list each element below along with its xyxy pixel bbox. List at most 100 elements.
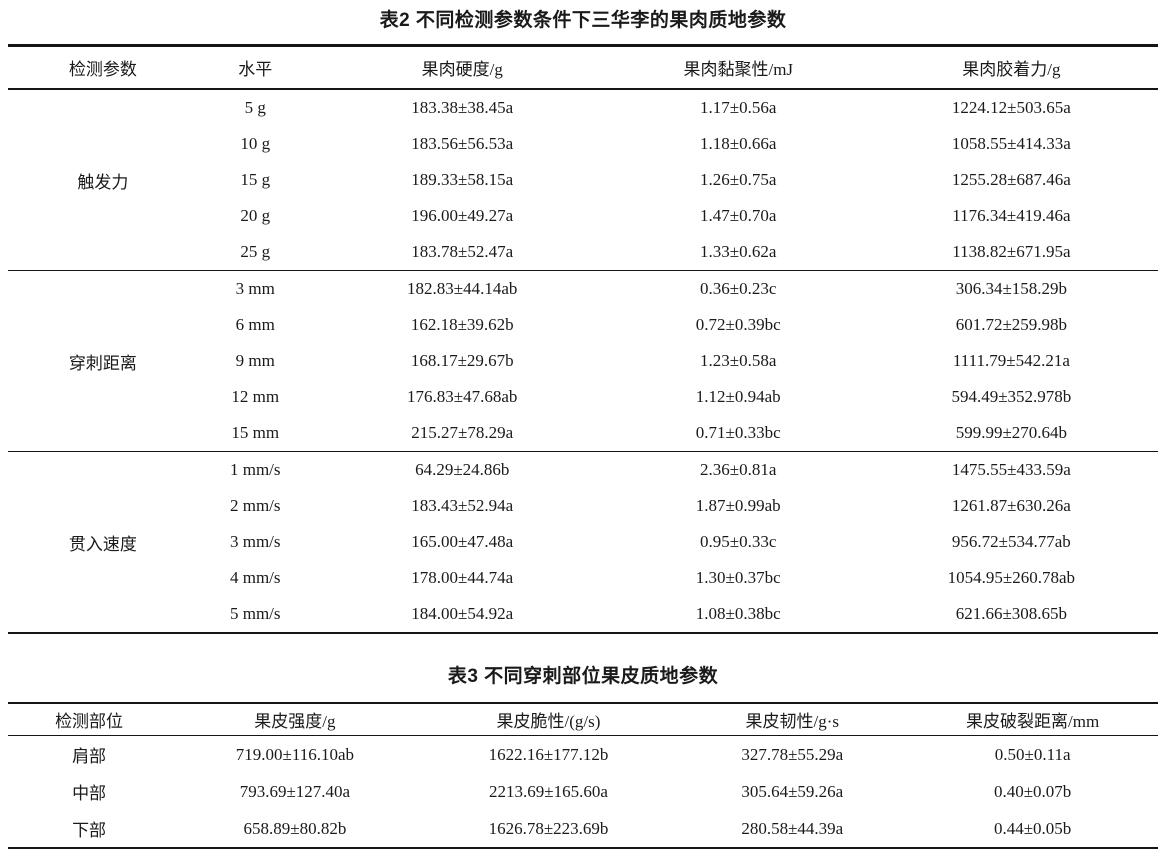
table3-body: 肩部 719.00±116.10ab 1622.16±177.12b 327.7… <box>8 736 1158 849</box>
cohesiveness-cell: 1.17±0.56a <box>700 98 777 117</box>
cohesiveness-cell: 0.72±0.39bc <box>695 315 781 334</box>
level-cell: 3 mm <box>235 279 275 298</box>
cohesiveness-cell: 1.26±0.75a <box>700 170 777 189</box>
hardness-cell: 64.29±24.86b <box>415 460 510 479</box>
hardness-cell: 196.00±49.27a <box>411 206 514 225</box>
cohesiveness-cell: 1.23±0.58a <box>700 351 777 370</box>
gumminess-cell: 956.72±534.77ab <box>951 532 1071 551</box>
table-row: 穿刺距离 3 mm 182.83±44.14ab 0.36±0.23c 306.… <box>8 271 1158 373</box>
table-row: 4 mm/s 178.00±44.74a 1.30±0.37bc 1054.95… <box>8 560 1158 596</box>
level-cell: 6 mm <box>235 315 275 334</box>
level-cell: 5 mm/s <box>229 604 281 623</box>
position-cell: 中部 <box>72 784 107 803</box>
cohesiveness-cell: 1.18±0.66a <box>700 134 777 153</box>
table2: 检测参数 水平 果肉硬度/g 果肉黏聚性/mJ 果肉胶着力/g 触发力 5 g … <box>8 44 1158 634</box>
cohesiveness-cell: 1.87±0.99ab <box>695 496 781 515</box>
cohesiveness-cell: 1.33±0.62a <box>700 242 777 261</box>
level-cell: 4 mm/s <box>229 568 281 587</box>
cohesiveness-cell: 1.08±0.38bc <box>695 604 781 623</box>
cohesiveness-cell: 1.12±0.94ab <box>695 387 781 406</box>
table3-title: 表3 不同穿刺部位果皮质地参数 <box>447 666 719 687</box>
hardness-cell: 168.17±29.67b <box>410 351 514 370</box>
brittleness-cell: 1622.16±177.12b <box>488 744 609 764</box>
gumminess-cell: 1475.55±433.59a <box>951 460 1071 479</box>
table-row: 9 mm 168.17±29.67b 1.23±0.58a 1111.79±54… <box>8 343 1158 379</box>
position-cell: 下部 <box>72 821 107 840</box>
level-cell: 10 g <box>240 134 271 153</box>
column-header-parameter: 检测参数 <box>8 45 198 90</box>
gumminess-cell: 1111.79±542.21a <box>952 351 1070 370</box>
cohesiveness-cell: 0.71±0.33bc <box>695 423 781 442</box>
level-cell: 9 mm <box>235 351 275 370</box>
hardness-cell: 162.18±39.62b <box>410 315 514 334</box>
gumminess-cell: 1058.55±414.33a <box>951 134 1071 153</box>
table-row: 6 mm 162.18±39.62b 0.72±0.39bc 601.72±25… <box>8 307 1158 343</box>
hardness-cell: 178.00±44.74a <box>411 568 514 587</box>
table-row: 15 g 189.33±58.15a 1.26±0.75a 1255.28±68… <box>8 162 1158 198</box>
column-header-strength: 果皮强度/g <box>170 703 420 736</box>
column-header-cohesiveness: 果肉黏聚性/mJ <box>611 45 865 90</box>
position-cell: 肩部 <box>72 747 107 766</box>
strength-cell: 719.00±116.10ab <box>235 744 355 764</box>
table2-title: 表2 不同检测参数条件下三华李的果肉质地参数 <box>379 10 787 31</box>
toughness-cell: 327.78±55.29a <box>741 744 844 764</box>
gumminess-cell: 1224.12±503.65a <box>951 98 1071 117</box>
table-row: 25 g 183.78±52.47a 1.33±0.62a 1138.82±67… <box>8 234 1158 271</box>
table-row: 15 mm 215.27±78.29a 0.71±0.33bc 599.99±2… <box>8 415 1158 452</box>
cohesiveness-cell: 0.95±0.33c <box>700 532 777 551</box>
table2-group-puncture-distance: 穿刺距离 3 mm 182.83±44.14ab 0.36±0.23c 306.… <box>8 270 1158 452</box>
table-row: 10 g 183.56±56.53a 1.18±0.66a 1058.55±41… <box>8 126 1158 162</box>
cohesiveness-cell: 1.30±0.37bc <box>695 568 781 587</box>
gumminess-cell: 1255.28±687.46a <box>951 170 1071 189</box>
column-header-position: 检测部位 <box>8 703 171 736</box>
level-cell: 15 g <box>240 170 271 189</box>
gumminess-cell: 306.34±158.29b <box>955 279 1068 298</box>
strength-cell: 793.69±127.40a <box>239 781 351 801</box>
table-row: 中部 793.69±127.40a 2213.69±165.60a 305.64… <box>8 773 1158 810</box>
table-row: 肩部 719.00±116.10ab 1622.16±177.12b 327.7… <box>8 736 1158 774</box>
table-row: 12 mm 176.83±47.68ab 1.12±0.94ab 594.49±… <box>8 379 1158 415</box>
rupture-distance-cell: 0.44±0.05b <box>993 818 1072 838</box>
cohesiveness-cell: 2.36±0.81a <box>700 460 777 479</box>
cohesiveness-cell: 0.36±0.23c <box>700 279 777 298</box>
table-header-row: 检测参数 水平 果肉硬度/g 果肉黏聚性/mJ 果肉胶着力/g <box>8 45 1158 90</box>
hardness-cell: 184.00±54.92a <box>411 604 514 623</box>
column-header-toughness: 果皮韧性/g·s <box>677 703 908 736</box>
table2-header: 检测参数 水平 果肉硬度/g 果肉黏聚性/mJ 果肉胶着力/g <box>8 45 1158 90</box>
level-cell: 2 mm/s <box>229 496 281 515</box>
hardness-cell: 183.56±56.53a <box>411 134 514 153</box>
rupture-distance-cell: 0.50±0.11a <box>994 744 1071 764</box>
column-header-rupture-distance: 果皮破裂距离/mm <box>907 703 1158 736</box>
level-cell: 5 g <box>244 98 266 117</box>
toughness-cell: 305.64±59.26a <box>741 781 844 801</box>
table-row: 贯入速度 1 mm/s 64.29±24.86b 2.36±0.81a 1475… <box>8 452 1158 554</box>
table2-group-trigger-force: 触发力 5 g 183.38±38.45a 1.17±0.56a 1224.12… <box>8 89 1158 271</box>
table2-group-penetration-speed: 贯入速度 1 mm/s 64.29±24.86b 2.36±0.81a 1475… <box>8 451 1158 634</box>
table-row: 触发力 5 g 183.38±38.45a 1.17±0.56a 1224.12… <box>8 89 1158 192</box>
hardness-cell: 215.27±78.29a <box>411 423 514 442</box>
hardness-cell: 183.78±52.47a <box>411 242 514 261</box>
column-header-brittleness: 果皮脆性/(g/s) <box>419 703 678 736</box>
hardness-cell: 165.00±47.48a <box>411 532 514 551</box>
group-label-cell: 穿刺距离 <box>68 353 137 373</box>
hardness-cell: 176.83±47.68ab <box>407 387 518 406</box>
table3-header: 检测部位 果皮强度/g 果皮脆性/(g/s) 果皮韧性/g·s 果皮破裂距离/m… <box>8 703 1158 736</box>
gumminess-cell: 1054.95±260.78ab <box>947 568 1076 587</box>
column-header-hardness: 果肉硬度/g <box>312 45 612 90</box>
strength-cell: 658.89±80.82b <box>243 818 347 838</box>
table3: 检测部位 果皮强度/g 果皮脆性/(g/s) 果皮韧性/g·s 果皮破裂距离/m… <box>8 702 1158 849</box>
level-cell: 25 g <box>240 242 271 261</box>
column-header-level: 水平 <box>197 45 313 90</box>
rupture-distance-cell: 0.40±0.07b <box>993 781 1072 801</box>
table-header-row: 检测部位 果皮强度/g 果皮脆性/(g/s) 果皮韧性/g·s 果皮破裂距离/m… <box>8 703 1158 736</box>
table-row: 20 g 196.00±49.27a 1.47±0.70a 1176.34±41… <box>8 198 1158 234</box>
gumminess-cell: 594.49±352.978b <box>951 387 1072 406</box>
level-cell: 12 mm <box>231 387 280 406</box>
level-cell: 1 mm/s <box>229 460 281 479</box>
group-label-cell: 贯入速度 <box>68 534 137 554</box>
gumminess-cell: 601.72±259.98b <box>955 315 1068 334</box>
level-cell: 3 mm/s <box>229 532 281 551</box>
group-label-cell: 触发力 <box>77 172 129 192</box>
level-cell: 15 mm <box>231 423 280 442</box>
